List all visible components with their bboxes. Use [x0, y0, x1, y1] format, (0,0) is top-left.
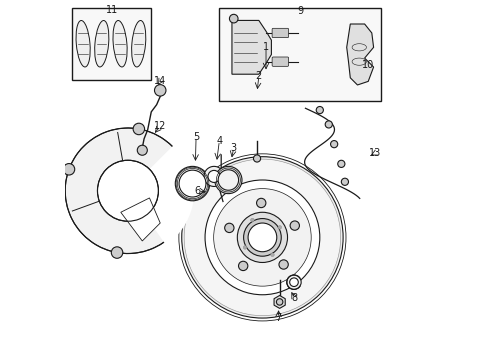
Bar [219, 8, 380, 101]
Circle shape [276, 299, 282, 305]
Circle shape [278, 226, 281, 229]
Circle shape [65, 128, 190, 253]
Text: 2: 2 [255, 71, 262, 81]
Circle shape [154, 85, 165, 96]
Circle shape [253, 155, 260, 162]
Polygon shape [273, 296, 285, 309]
Text: 1: 1 [263, 42, 268, 52]
Text: 10: 10 [361, 60, 374, 70]
Circle shape [278, 260, 288, 269]
Polygon shape [231, 21, 271, 74]
FancyBboxPatch shape [271, 28, 288, 38]
Circle shape [111, 247, 122, 258]
Circle shape [182, 157, 343, 318]
Text: 5: 5 [193, 132, 199, 142]
Circle shape [224, 223, 234, 233]
Circle shape [137, 145, 147, 155]
FancyBboxPatch shape [271, 57, 288, 66]
Circle shape [325, 121, 332, 128]
Circle shape [286, 275, 301, 289]
Text: 3: 3 [230, 143, 236, 153]
Text: 14: 14 [154, 76, 166, 86]
Circle shape [243, 219, 281, 256]
Circle shape [133, 123, 144, 135]
Circle shape [237, 212, 287, 262]
Circle shape [175, 166, 209, 201]
Ellipse shape [113, 21, 127, 67]
Circle shape [247, 223, 276, 252]
Circle shape [218, 170, 238, 190]
Circle shape [63, 163, 75, 175]
Circle shape [243, 246, 246, 249]
Circle shape [213, 189, 310, 286]
Circle shape [256, 198, 265, 208]
Circle shape [204, 180, 319, 295]
Ellipse shape [95, 21, 109, 67]
Circle shape [238, 261, 247, 271]
Wedge shape [128, 144, 194, 245]
Text: 9: 9 [296, 6, 303, 17]
Polygon shape [346, 24, 373, 85]
Circle shape [316, 107, 323, 114]
Polygon shape [121, 198, 160, 241]
Text: 13: 13 [368, 148, 381, 158]
Circle shape [270, 253, 274, 257]
Circle shape [289, 278, 298, 287]
Circle shape [179, 170, 205, 197]
Text: 11: 11 [105, 5, 118, 15]
Bar [72, 8, 151, 80]
Circle shape [97, 160, 158, 221]
Text: 7: 7 [275, 313, 281, 323]
Circle shape [203, 166, 224, 186]
Text: 8: 8 [291, 293, 297, 303]
Ellipse shape [76, 21, 90, 67]
Text: 4: 4 [216, 136, 222, 145]
Text: 6: 6 [194, 186, 201, 196]
Circle shape [207, 170, 220, 183]
Circle shape [337, 160, 344, 167]
Text: 12: 12 [154, 121, 166, 131]
Ellipse shape [131, 21, 145, 67]
Circle shape [229, 14, 238, 23]
Circle shape [214, 166, 242, 194]
Circle shape [250, 218, 254, 222]
Circle shape [184, 159, 340, 316]
Circle shape [341, 178, 348, 185]
Circle shape [330, 140, 337, 148]
Circle shape [289, 221, 299, 230]
